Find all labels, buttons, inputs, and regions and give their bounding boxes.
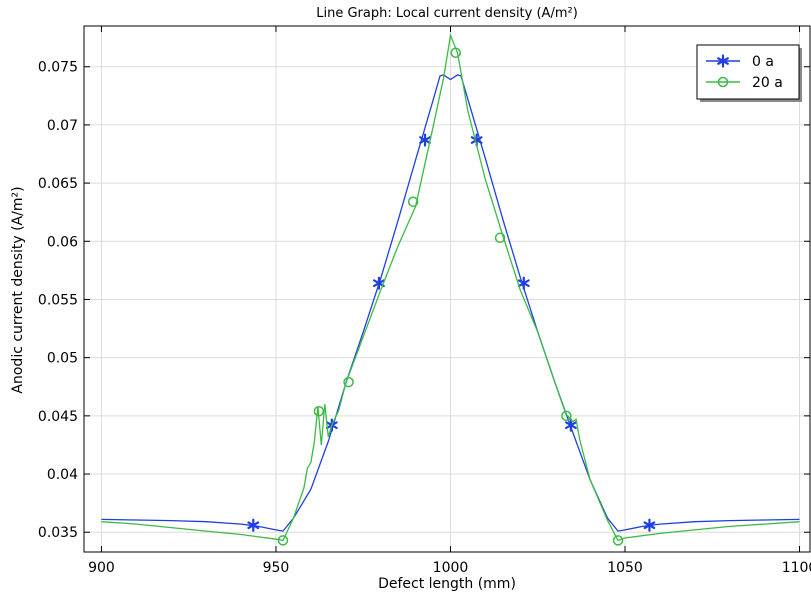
series-1 xyxy=(101,32,800,546)
series-marker xyxy=(643,518,656,532)
y-tick-label: 0.075 xyxy=(38,60,78,76)
y-tick-label: 0.04 xyxy=(47,467,78,483)
y-tick-label: 0.05 xyxy=(47,351,78,367)
legend-marker xyxy=(717,76,729,88)
series-marker xyxy=(419,133,431,147)
x-tick-label: 1000 xyxy=(433,560,469,576)
series-marker xyxy=(565,418,577,432)
series-marker xyxy=(561,410,572,422)
series-marker xyxy=(407,196,419,207)
series-marker xyxy=(313,405,325,417)
y-tick-label: 0.035 xyxy=(38,525,78,541)
plot-area-frame xyxy=(83,25,811,553)
chart-title: Line Graph: Local current density (A/m²) xyxy=(316,6,578,21)
x-tick-label: 900 xyxy=(88,560,115,576)
series-marker xyxy=(612,535,624,546)
y-tick-label: 0.065 xyxy=(38,176,78,192)
series-marker xyxy=(247,518,260,532)
x-tick-label: 950 xyxy=(263,560,290,576)
legend-marker xyxy=(717,54,729,68)
y-tick-label: 0.055 xyxy=(38,292,78,308)
y-tick-label: 0.07 xyxy=(47,118,78,134)
legend-box xyxy=(696,44,800,100)
series-marker xyxy=(494,232,506,244)
series-marker xyxy=(517,276,530,290)
series-marker xyxy=(450,47,461,59)
x-tick-label: 1050 xyxy=(607,560,643,576)
series-line xyxy=(101,74,800,532)
series-line xyxy=(101,32,800,542)
y-axis-title: Anodic current density (A/m²) xyxy=(10,186,26,393)
y-tick-label: 0.06 xyxy=(47,234,78,250)
grid xyxy=(84,26,810,552)
legend: 0 a 20 a xyxy=(696,44,802,102)
series-layer xyxy=(101,32,800,546)
x-axis-title: Defect length (mm) xyxy=(378,576,516,592)
series-marker xyxy=(343,376,354,388)
series-marker xyxy=(277,535,289,546)
y-tick-label: 0.045 xyxy=(38,409,78,425)
legend-label: 20 a xyxy=(752,75,783,91)
legend-label: 0 a xyxy=(752,54,774,70)
